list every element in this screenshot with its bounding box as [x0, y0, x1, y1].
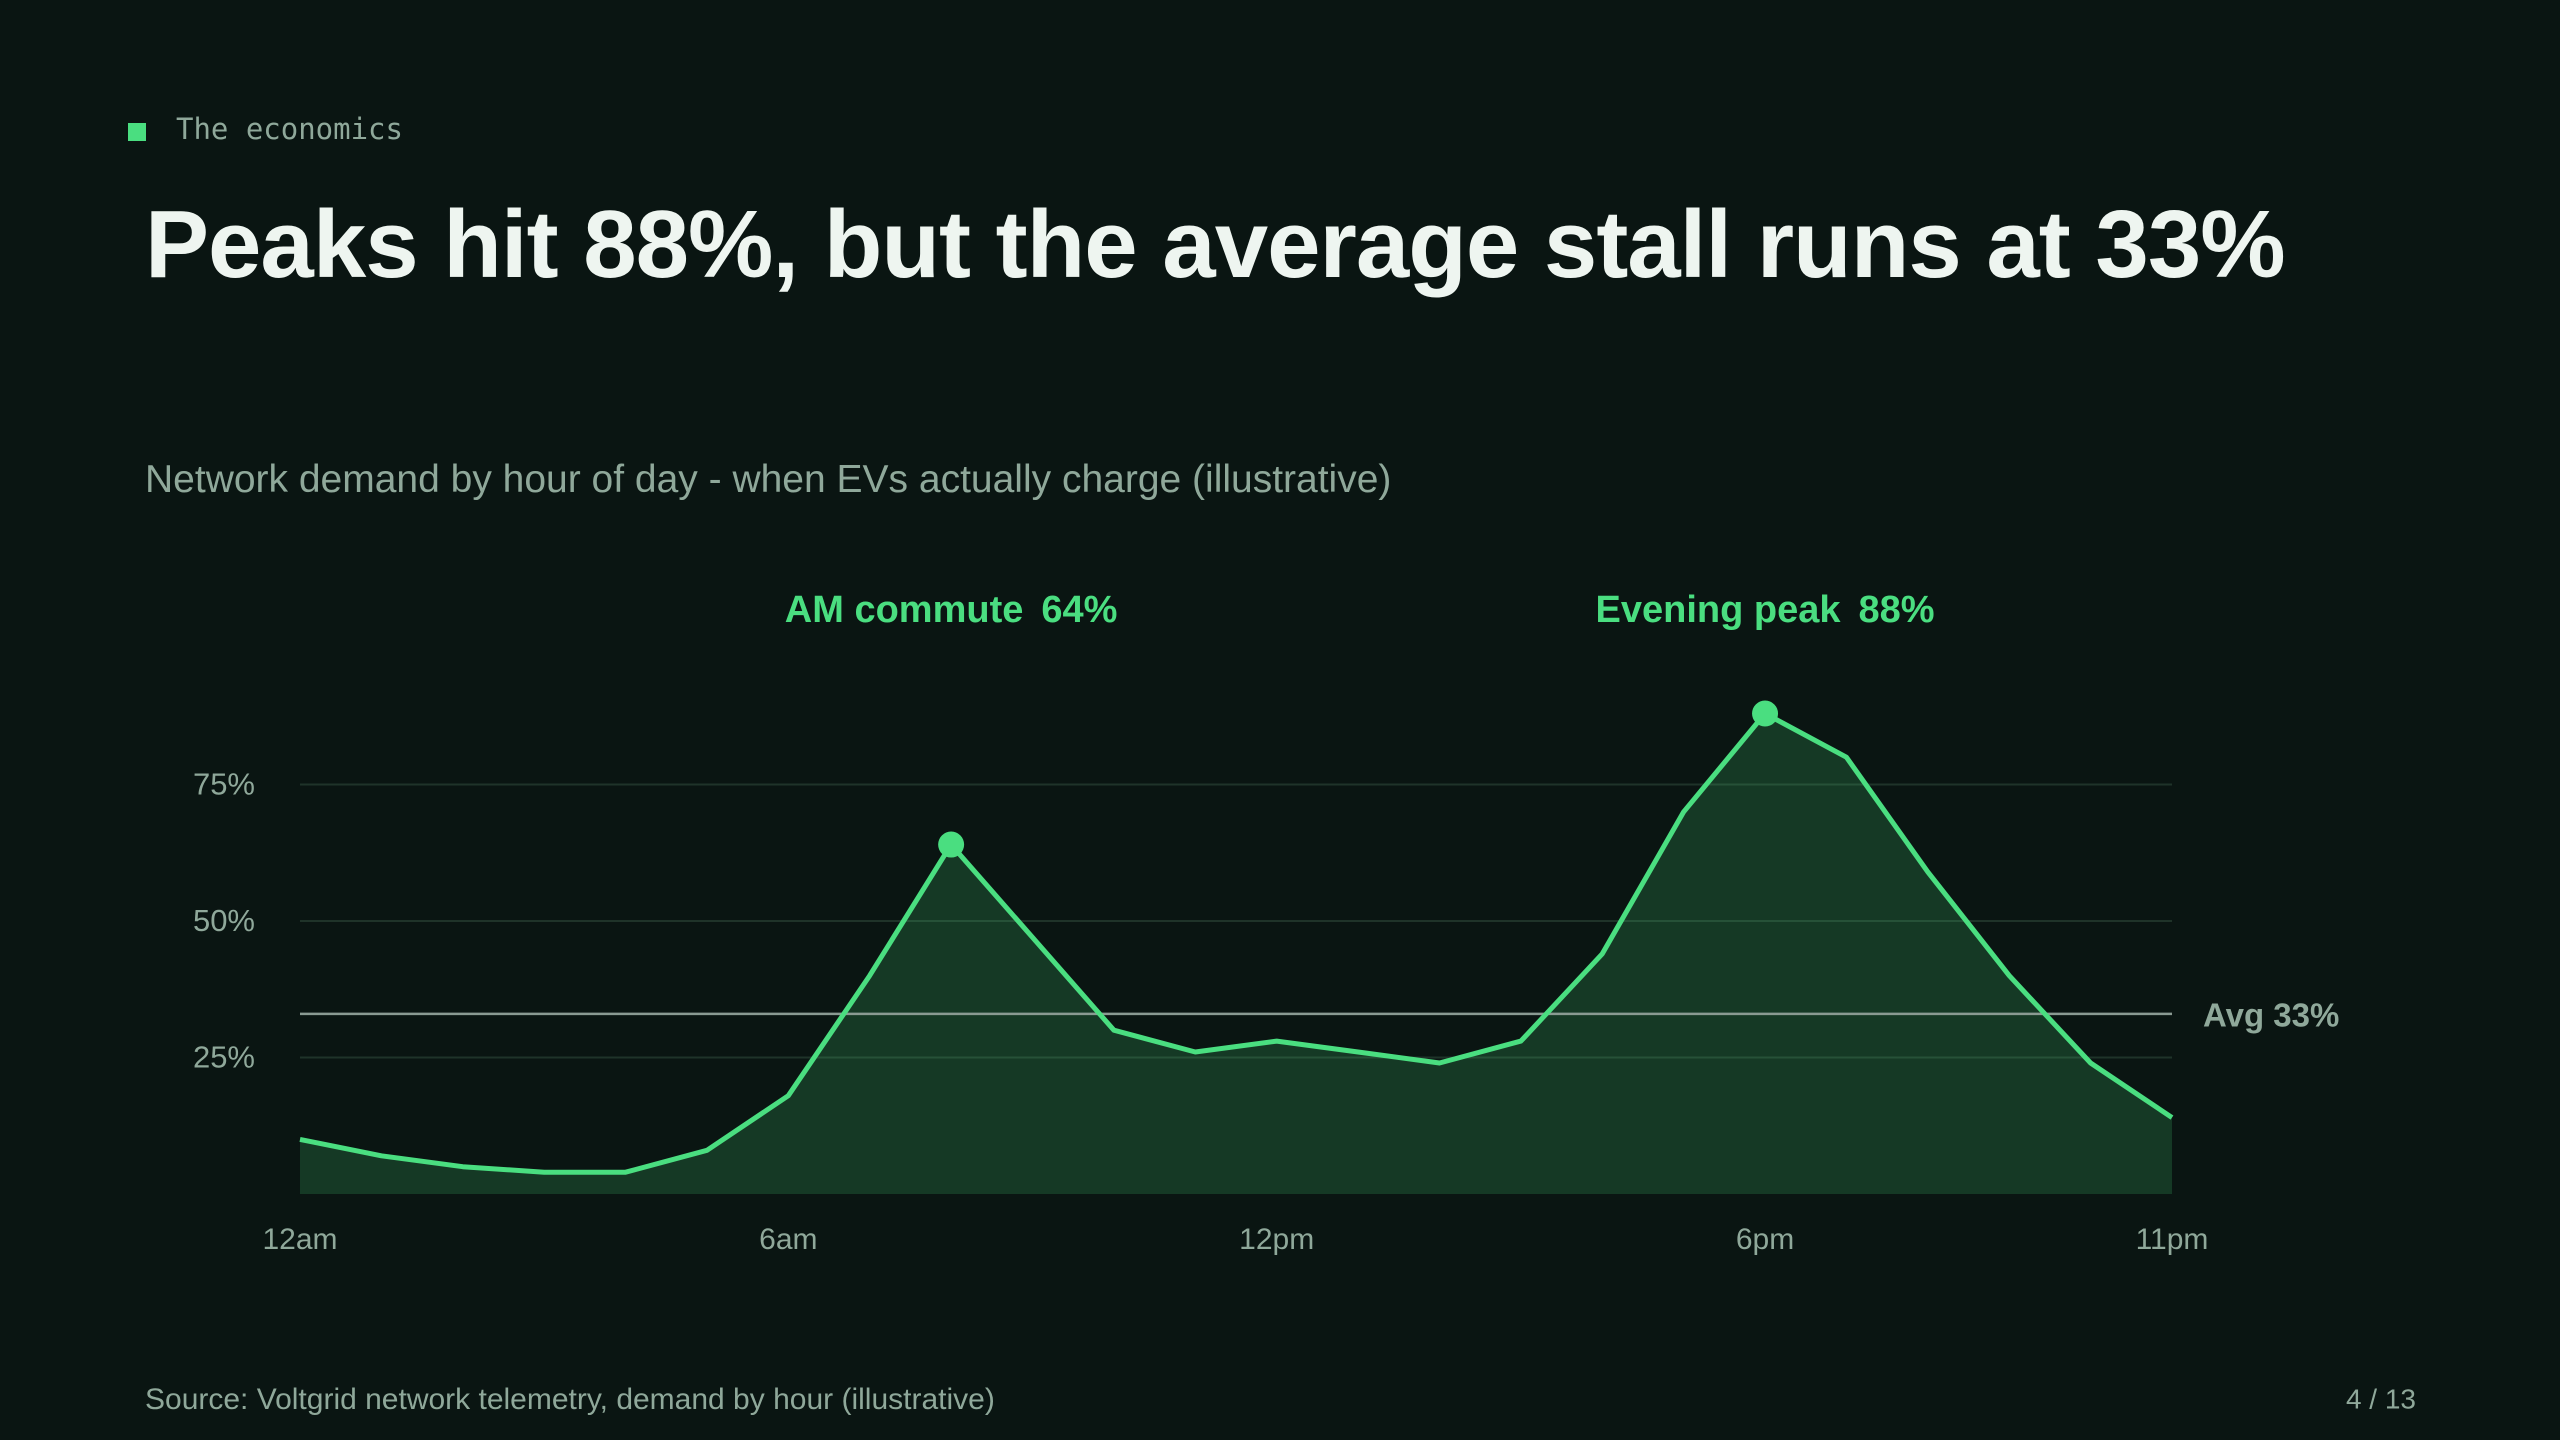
chart-subtitle: Network demand by hour of day - when EVs… [145, 458, 1392, 501]
x-tick-label: 12pm [1239, 1223, 1314, 1256]
area [300, 713, 2172, 1194]
y-tick-label: 25% [193, 1040, 255, 1075]
eyebrow-text: The economics [176, 112, 403, 146]
annotation-note: AM commute [785, 589, 1024, 631]
y-tick-label: 75% [193, 767, 255, 802]
eyebrow-marker [128, 123, 146, 141]
annotation: Evening peak 88% [1596, 589, 1935, 631]
chart-title: Peaks hit 88%, but the average stall run… [145, 191, 2286, 298]
line [299, 711, 2174, 1175]
annotation: AM commute 64% [785, 589, 1118, 631]
value-label: 88% [1859, 589, 1935, 631]
page-number: 4 / 13 [2346, 1383, 2416, 1414]
x-tick-label: 6pm [1736, 1223, 1794, 1256]
reference-label: Avg 33% [2203, 997, 2339, 1034]
source: Source: Voltgrid network telemetry, dema… [145, 1383, 995, 1416]
value-label: 64% [1041, 589, 1117, 631]
x-tick-label: 6am [759, 1223, 817, 1256]
x-tick-label: 12am [262, 1223, 337, 1256]
peak-point [938, 831, 965, 858]
peak-point [1752, 700, 1779, 727]
annotation-note: Evening peak [1596, 589, 1842, 631]
eyebrow: The economics [128, 112, 403, 146]
x-tick-label: 11pm [2136, 1223, 2209, 1256]
y-tick-label: 50% [193, 903, 255, 938]
